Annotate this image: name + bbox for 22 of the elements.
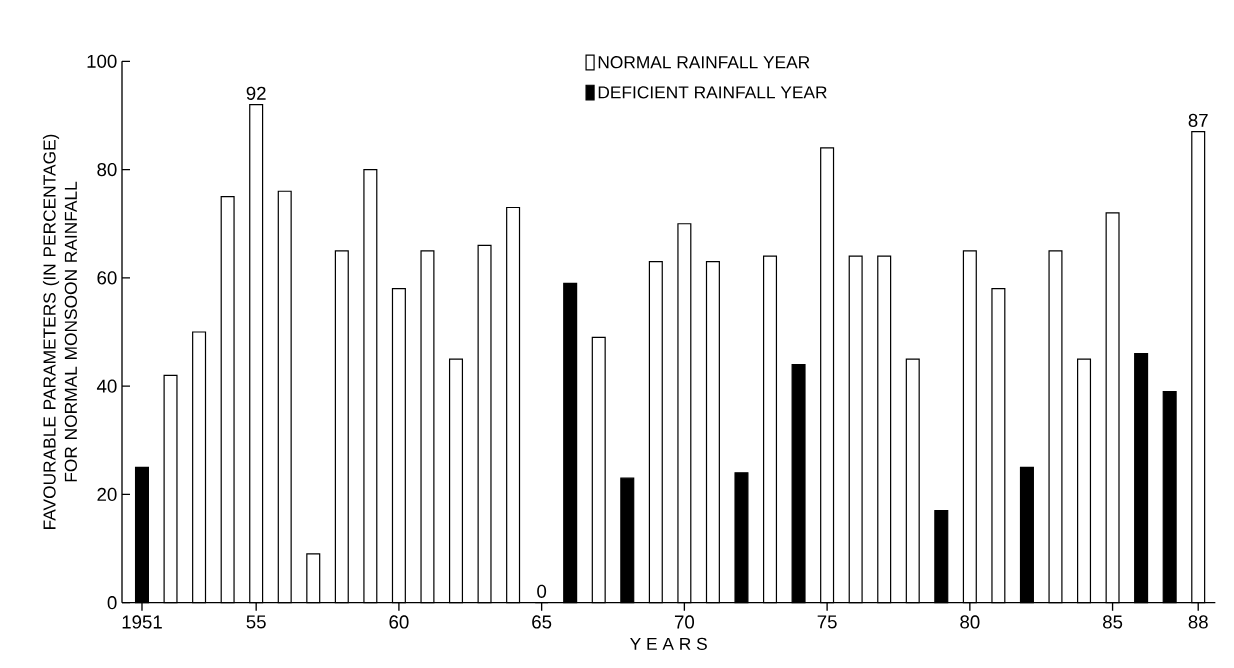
y-tick-label: 0 <box>107 596 117 610</box>
x-tick-label: 55 <box>246 615 266 629</box>
y-tick-label: 20 <box>97 487 117 502</box>
data-label: 0 <box>537 584 547 598</box>
x-tick-label: 88 <box>1188 615 1208 629</box>
y-tick-label: 80 <box>97 162 117 177</box>
y-axis-title: FAVOURABLE PARAMETERS (IN PERCENTAGE) FOR NORMAL MONSOON RAINFALL <box>42 134 77 529</box>
x-tick-label: 65 <box>532 615 552 629</box>
y-tick-label: 100 <box>87 54 117 68</box>
data-label: 87 <box>1188 113 1208 127</box>
x-tick-label: 1951 <box>122 615 162 629</box>
legend-label: DEFICIENT RAINFALL YEAR <box>598 86 827 99</box>
x-tick-label: 60 <box>389 615 409 629</box>
x-tick-label: 70 <box>674 615 695 629</box>
x-tick-label: 85 <box>1103 615 1123 629</box>
y-tick-label: 40 <box>96 379 117 393</box>
legend-label: NORMAL RAINFALL YEAR <box>598 56 810 69</box>
data-label: 92 <box>246 86 266 100</box>
y-tick-label: 60 <box>97 271 117 285</box>
x-tick-label: 80 <box>960 615 980 629</box>
x-axis-title: Y E A R S <box>630 637 707 651</box>
x-tick-label: 75 <box>817 615 837 629</box>
